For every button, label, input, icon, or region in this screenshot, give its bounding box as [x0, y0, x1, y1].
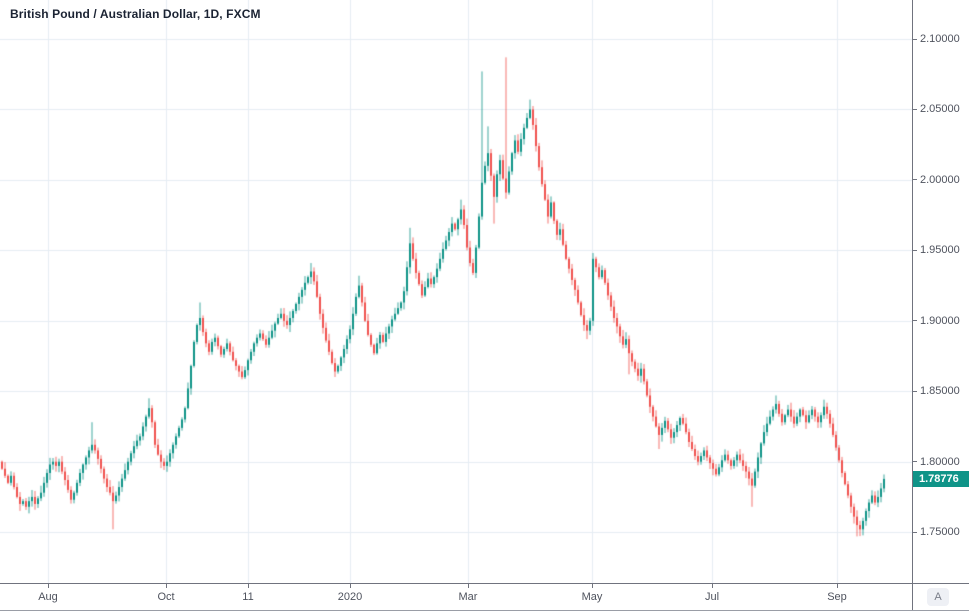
price-axis-tick: [913, 108, 917, 110]
time-axis-tick: [468, 584, 469, 588]
price-axis-tick: [913, 38, 917, 40]
time-axis-tick: [350, 584, 351, 588]
time-axis-label: Oct: [157, 591, 175, 603]
chart-title: British Pound / Australian Dollar, 1D, F…: [10, 7, 261, 21]
time-axis-label: Sep: [827, 591, 847, 603]
time-axis-tick: [248, 584, 249, 588]
price-axis-label: 2.00000: [913, 174, 969, 186]
time-axis-tick: [712, 584, 713, 588]
price-axis-tick: [913, 249, 917, 251]
price-axis-label: 1.80000: [913, 456, 969, 468]
price-axis-tick: [913, 461, 917, 463]
time-axis-tick: [48, 584, 49, 588]
price-axis-tick: [913, 390, 917, 392]
time-axis-label: 11: [242, 591, 254, 603]
time-axis-label: Aug: [38, 591, 58, 603]
last-price-value: 1.78776: [919, 472, 959, 485]
time-axis-label: Mar: [458, 591, 478, 603]
time-axis-tick: [166, 584, 167, 588]
price-axis-label: 1.90000: [913, 315, 969, 327]
time-axis[interactable]: A Aug Oct 11 2020 Mar May Jul Sep: [0, 583, 969, 610]
price-axis-tick: [913, 179, 917, 181]
last-price-tag: 1.78776: [913, 470, 969, 487]
price-axis-label: 1.85000: [913, 385, 969, 397]
price-plot: British Pound / Australian Dollar, 1D, F…: [0, 0, 912, 583]
auto-scale-badge[interactable]: A: [927, 588, 949, 606]
price-axis-tick: [913, 320, 917, 322]
time-axis-tick: [837, 584, 838, 588]
time-axis-label: Jul: [704, 591, 720, 603]
price-axis-label: 1.95000: [913, 244, 969, 256]
axis-corner-divider: [912, 584, 913, 610]
time-axis-tick: [592, 584, 593, 588]
candlestick-chart[interactable]: [0, 0, 912, 583]
price-axis[interactable]: 1.78776 2.10000 2.05000 2.00000 1.95000 1.90…: [912, 0, 969, 583]
time-axis-label: 2020: [337, 591, 363, 603]
price-axis-label: 1.75000: [913, 526, 969, 538]
time-axis-label: May: [581, 591, 603, 603]
price-axis-label: 2.05000: [913, 103, 969, 115]
price-axis-label: 2.10000: [913, 33, 969, 45]
price-axis-tick: [913, 531, 917, 533]
